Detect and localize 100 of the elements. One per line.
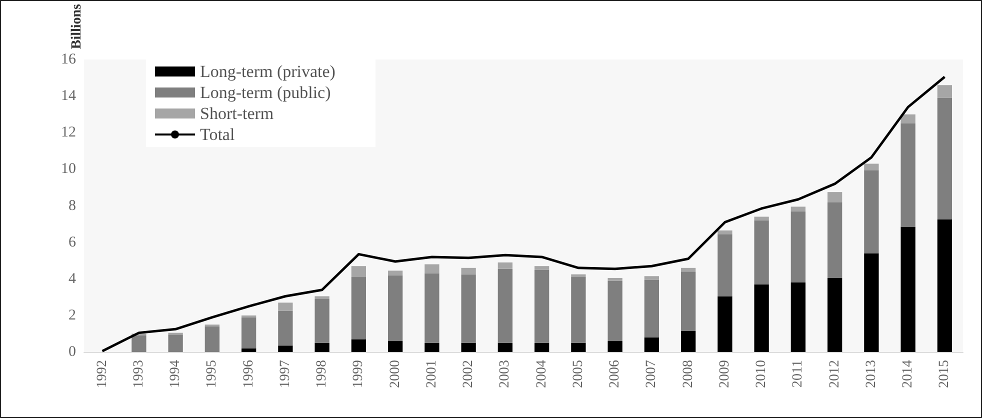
bar [351, 339, 366, 352]
bar [388, 275, 403, 342]
x-tick-label: 2000 [388, 360, 403, 388]
bar [718, 234, 732, 296]
bar [424, 342, 440, 352]
x-tick-label: 2015 [937, 360, 952, 388]
y-tick-label: 10 [61, 161, 76, 178]
bar [424, 273, 440, 343]
bar [498, 262, 513, 269]
bar [534, 266, 550, 270]
bar [754, 216, 769, 220]
x-tick-label: 2014 [900, 360, 916, 388]
x-tick-label: 2003 [498, 360, 513, 388]
bar [461, 274, 476, 343]
x-tick-label: 1999 [351, 360, 366, 388]
bar [461, 268, 476, 274]
bar [314, 298, 330, 343]
bar [168, 334, 183, 352]
bar [827, 192, 842, 202]
bar [827, 202, 842, 278]
bar [498, 342, 513, 352]
bar [680, 272, 696, 331]
x-tick-label: 1992 [94, 360, 110, 388]
bar [498, 268, 513, 343]
bar [864, 164, 879, 170]
bar [864, 170, 879, 254]
bar [608, 278, 622, 281]
y-tick-label: 16 [61, 52, 76, 68]
x-tick-label: 1997 [278, 360, 293, 388]
y-tick-label: 14 [61, 88, 76, 104]
x-tick-label: 1993 [131, 360, 146, 388]
bar [718, 296, 732, 352]
y-axis-title: Billions [70, 3, 84, 50]
x-tick-label: 2010 [754, 360, 770, 388]
x-tick-label: 1995 [204, 360, 220, 388]
bar [937, 85, 952, 98]
x-tick-label: 2002 [461, 360, 476, 388]
x-tick-label: 1996 [241, 360, 256, 388]
bar [790, 206, 806, 212]
bar [351, 266, 366, 278]
x-tick-label: 1998 [314, 360, 330, 388]
legend-label: Total [200, 125, 235, 144]
bar [388, 341, 403, 352]
bar [644, 337, 660, 352]
bar [937, 219, 952, 352]
bar [424, 264, 440, 274]
bar [608, 280, 622, 342]
bar [314, 342, 330, 352]
bar [864, 253, 879, 352]
bar [790, 282, 806, 352]
bar [461, 342, 476, 352]
bar [534, 342, 550, 352]
bar [571, 342, 586, 352]
bar [937, 98, 952, 220]
x-tick-label: 2001 [424, 360, 440, 388]
bar [900, 114, 916, 124]
x-tick-label: 2009 [717, 360, 732, 388]
legend-label: Long-term (private) [200, 62, 336, 81]
bar [534, 270, 550, 343]
bar [132, 336, 146, 352]
x-tick-label: 2007 [644, 360, 660, 388]
bar [644, 280, 660, 338]
bar [241, 348, 256, 352]
x-tick-label: 2013 [864, 360, 879, 388]
x-tick-label: 2012 [827, 360, 842, 388]
bar [278, 302, 293, 311]
bar [388, 270, 403, 276]
bar [608, 341, 622, 352]
bar [571, 274, 586, 278]
x-tick-label: 2005 [570, 360, 586, 388]
bar [827, 278, 842, 352]
bar [900, 226, 916, 352]
bar [278, 346, 293, 352]
bar [680, 268, 696, 272]
bar [680, 330, 696, 352]
y-tick-label: 4 [68, 270, 76, 287]
x-tick-label: 2011 [790, 360, 806, 388]
x-tick-label: 2006 [608, 360, 623, 388]
bar [644, 276, 660, 280]
bar [314, 296, 330, 299]
x-tick-label: 1994 [168, 360, 184, 388]
y-tick-label: 0 [68, 344, 76, 360]
y-tick-label: 8 [68, 198, 76, 214]
y-tick-label: 12 [61, 124, 76, 141]
x-tick-label: 2008 [680, 360, 696, 388]
bar [241, 317, 256, 348]
bar [718, 230, 732, 234]
bar [204, 326, 220, 352]
bar [790, 211, 806, 283]
bar [754, 220, 769, 284]
bar [351, 277, 366, 340]
legend-label: Long-term (public) [200, 83, 331, 102]
y-tick-label: 6 [68, 234, 76, 250]
legend-label: Short-term [200, 104, 274, 123]
bar [278, 310, 293, 346]
x-tick-label: 2004 [534, 360, 550, 388]
bar [900, 124, 916, 227]
bar [754, 284, 769, 352]
y-tick-label: 2 [68, 307, 76, 324]
bar [571, 277, 586, 343]
